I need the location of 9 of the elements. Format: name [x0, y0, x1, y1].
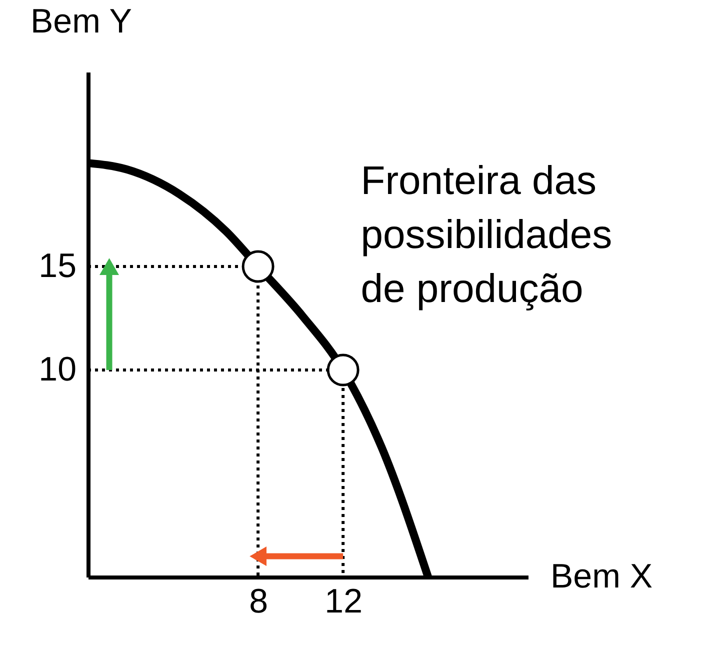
point [242, 250, 274, 283]
y-tick-label: 10 [38, 350, 76, 389]
y-tick-label: 15 [38, 247, 76, 286]
y-axis-title: Bem Y [30, 2, 132, 40]
x-axis-title: Bem X [550, 558, 653, 596]
point [326, 354, 360, 386]
series-label: Fronteira das possibilidades de produção [360, 159, 612, 311]
x-tick-label: 8 [249, 582, 268, 620]
x-tick-label: 12 [324, 582, 362, 620]
